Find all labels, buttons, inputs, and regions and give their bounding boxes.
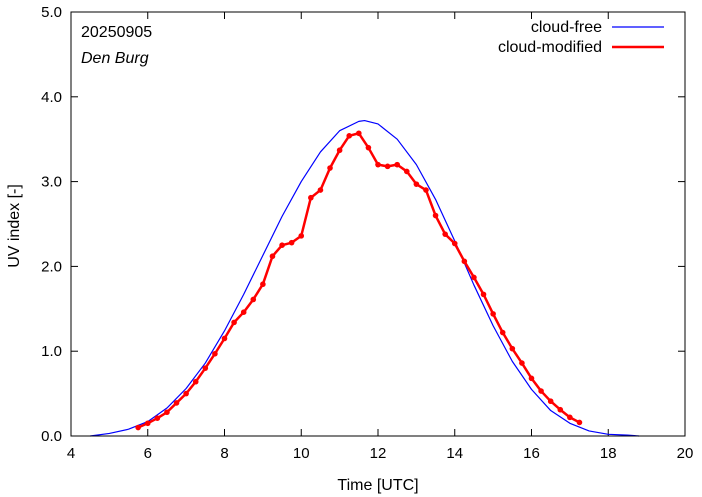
data-point: [154, 415, 161, 421]
data-point: [260, 281, 266, 288]
x-tick-label: 8: [220, 445, 228, 462]
data-point: [432, 212, 439, 219]
data-point: [346, 133, 353, 139]
series-lines: [90, 119, 639, 437]
data-point: [135, 424, 141, 431]
data-point: [202, 365, 209, 371]
data-point: [547, 398, 554, 405]
data-point: [317, 187, 324, 193]
data-point: [164, 409, 170, 416]
data-point: [144, 420, 151, 427]
x-tick-label: 6: [144, 445, 152, 462]
x-tick-label: 18: [600, 445, 617, 462]
x-axis-title: Time [UTC]: [337, 477, 418, 494]
y-axis-title: UV index [-]: [6, 184, 23, 268]
data-point: [499, 329, 506, 336]
data-point: [279, 242, 285, 248]
x-tick-label: 16: [523, 445, 540, 462]
data-point: [461, 258, 468, 265]
data-point: [327, 165, 333, 171]
data-point: [538, 388, 544, 394]
data-point: [240, 309, 247, 315]
tick-labels: 4 6 8 10 12 14 16 18 20 0.0 1.0 2.0 3.0 4.0 5.0: [41, 4, 693, 462]
data-point: [528, 375, 535, 382]
plot-frame: [70, 11, 686, 437]
data-point: [183, 390, 189, 397]
series-markers: [135, 130, 583, 431]
series-line-cloud-modified: [137, 132, 581, 429]
station-annotation: Den Burg: [81, 50, 149, 67]
x-tick-label: 14: [446, 445, 463, 462]
series-line-cloud-free: [90, 119, 639, 437]
data-point: [403, 168, 410, 175]
data-point: [192, 378, 199, 385]
x-tick-label: 12: [370, 445, 387, 462]
y-tick-label: 0.0: [41, 428, 62, 445]
data-point: [288, 239, 295, 246]
data-point: [519, 360, 525, 366]
data-point: [413, 181, 420, 187]
data-point: [567, 414, 573, 421]
data-point: [576, 419, 583, 426]
data-point: [308, 194, 314, 201]
data-point: [365, 144, 372, 151]
data-point: [231, 319, 237, 326]
legend: cloud-free cloud-modified: [498, 19, 664, 56]
y-tick-label: 2.0: [41, 258, 62, 275]
data-point: [471, 274, 477, 281]
legend-label-cloud-modified: cloud-modified: [498, 39, 602, 56]
data-point: [375, 161, 381, 168]
y-tick-label: 4.0: [41, 89, 62, 106]
data-point: [356, 130, 362, 137]
data-point: [269, 253, 276, 260]
y-tick-label: 1.0: [41, 343, 62, 360]
data-point: [394, 161, 400, 168]
data-point: [557, 406, 564, 413]
data-point: [480, 291, 487, 298]
data-point: [298, 233, 305, 239]
x-tick-label: 10: [293, 445, 310, 462]
x-tick-label: 20: [677, 445, 694, 462]
data-point: [250, 296, 257, 303]
date-annotation: 20250905: [81, 24, 152, 41]
y-tick-label: 5.0: [41, 4, 62, 21]
data-point: [423, 187, 429, 193]
data-point: [442, 231, 448, 237]
data-point: [490, 311, 496, 317]
legend-label-cloud-free: cloud-free: [531, 19, 602, 36]
data-point: [509, 345, 516, 352]
data-point: [451, 240, 458, 247]
axis-ticks: [70, 11, 686, 437]
x-tick-label: 4: [67, 445, 75, 462]
data-point: [384, 163, 391, 170]
data-point: [212, 350, 218, 357]
data-point: [173, 400, 180, 406]
data-point: [221, 335, 228, 342]
data-point: [336, 147, 343, 154]
y-tick-label: 3.0: [41, 174, 62, 191]
